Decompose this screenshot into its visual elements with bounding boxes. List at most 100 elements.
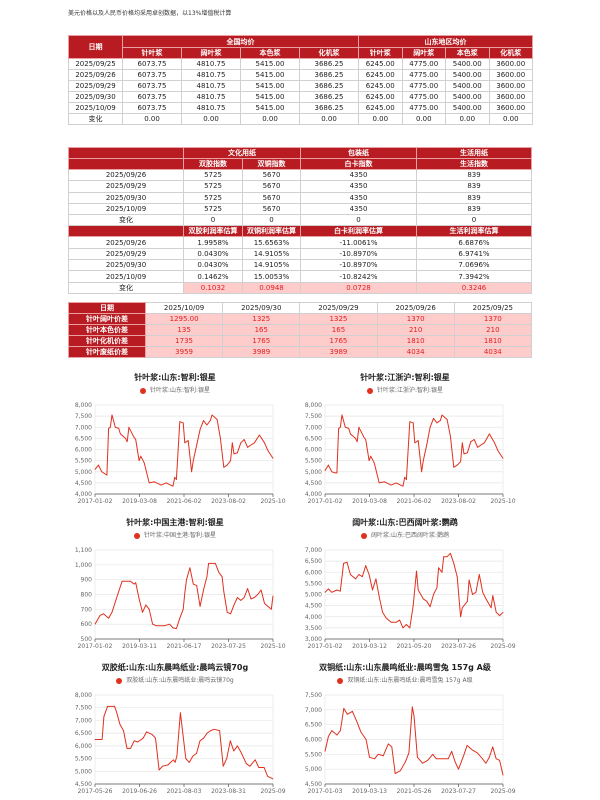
chart-title: 针叶浆:中国主港:智利:银星 [126, 518, 224, 527]
line-chart: 阔叶浆:山东:巴西阔叶浆:鹦鹉 阔叶浆:山东:巴西阔叶浆:鹦鹉 3,000 3,50… [290, 510, 520, 655]
line-chart: 双胶纸:山东:山东晨鸣纸业:晨鸣云镜70g 双胶纸:山东:山东晨鸣纸业:晨鸣云镜… [60, 655, 290, 800]
chart-title: 双铜纸:山东:山东晨鸣纸业:晨鸣雪兔 157g A级 [319, 663, 491, 672]
table-cell: 5670 [242, 191, 301, 204]
table-cell: -10.8242% [300, 270, 417, 283]
data-point [473, 439, 475, 440]
data-point [324, 470, 326, 472]
data-point [140, 455, 142, 457]
table-cell: 5400.00 [445, 80, 490, 92]
data-point [272, 458, 274, 459]
x-tick-label: 2023-07-25 [211, 643, 246, 650]
data-point [477, 446, 478, 448]
table-cell: 变化 [68, 281, 184, 294]
table-cell: 0.00 [358, 113, 403, 125]
legend-marker-icon [360, 532, 367, 539]
table-cell: 3686.25 [299, 102, 359, 114]
x-tick-label: 2023-08-02 [441, 498, 476, 505]
x-tick-label: 2019-03-08 [122, 498, 157, 505]
data-point [482, 758, 483, 760]
data-point [208, 562, 209, 564]
table-cell: 2025/09/29 [68, 180, 184, 193]
data-point [111, 611, 113, 613]
data-point [499, 615, 501, 617]
data-point [450, 435, 451, 437]
data-point [219, 730, 221, 731]
data-point [456, 464, 458, 466]
legend-label: 阔叶浆:山东:巴西阔叶浆:鹦鹉 [370, 532, 450, 539]
table-cell: 839 [416, 180, 532, 193]
y-tick-label: 5,000 [305, 592, 322, 599]
data-point [184, 592, 186, 594]
data-point [135, 582, 137, 584]
table-cell: 15.6563% [242, 236, 301, 249]
y-tick-label: 4,000 [305, 614, 322, 621]
data-point [482, 591, 484, 593]
chart-title: 针叶浆:山东:智利:银星 [134, 373, 216, 382]
data-point [199, 740, 201, 742]
chart-legend[interactable]: 阔叶浆:山东:巴西阔叶浆:鹦鹉 [290, 530, 520, 539]
chart-legend[interactable]: 双铜纸:山东:山东晨鸣纸业:晨鸣雪兔 157g A级 [290, 675, 520, 684]
table-cell: 0.0948 [242, 281, 301, 294]
data-point [101, 739, 103, 740]
data-point [172, 485, 174, 487]
x-tick-label: 2021-06-17 [167, 643, 202, 650]
y-tick-label: 1,000 [75, 562, 92, 569]
data-point [377, 753, 379, 755]
chart-legend[interactable]: 双胶纸:山东:山东晨鸣纸业:晨鸣云镜70g [60, 675, 290, 684]
data-point [411, 706, 413, 708]
data-point [358, 426, 360, 428]
pulp-price-table: 日期 全国均价 山东地区均价 针叶浆 阔叶浆 本色浆 化机浆 针叶浆 阔叶浆 本色浆 化机浆 2025… [68, 35, 533, 125]
table-cell: 3600.00 [488, 58, 533, 70]
data-point [259, 434, 260, 436]
chart-legend[interactable]: 针叶浆:江浙沪:智利:银星 [290, 385, 520, 394]
data-point [446, 419, 448, 420]
row-label: 针叶废纸价差 [68, 346, 146, 358]
data-point [111, 414, 113, 416]
data-point [184, 442, 186, 444]
table-cell: 5400.00 [445, 69, 490, 81]
chart-legend[interactable]: 针叶浆:山东:智利:银星 [60, 385, 290, 394]
table-cell: 4775.00 [401, 91, 446, 103]
data-point [408, 752, 410, 754]
x-tick-label: 2017-01-02 [78, 498, 113, 505]
column-header: 双铜利润率估算 [242, 225, 301, 238]
chart-title: 双胶纸:山东:山东晨鸣纸业:晨鸣云镜70g [101, 663, 249, 672]
table-cell: 0.1462% [183, 270, 243, 283]
data-point [422, 762, 423, 764]
date-column-header: 2025/09/25 [453, 302, 532, 314]
table-cell: 4034 [376, 346, 455, 358]
table-row: 变化 0 0 0 0 [68, 214, 532, 227]
y-tick-label: 6,000 [305, 569, 322, 576]
data-point [176, 755, 178, 757]
table-cell: 0 [416, 214, 532, 227]
table-cell: 2025/09/30 [68, 259, 184, 272]
y-tick-label: 3,500 [305, 625, 322, 632]
data-point [461, 607, 463, 609]
data-point [402, 485, 404, 487]
column-header: 阔叶浆 [181, 47, 241, 59]
series-line [94, 562, 274, 630]
data-point [94, 623, 96, 625]
data-point [441, 414, 443, 416]
data-point [249, 765, 251, 767]
y-tick-label: 4,500 [75, 480, 92, 487]
blank-header [68, 147, 184, 159]
data-point [121, 580, 123, 582]
data-point [257, 594, 259, 595]
y-tick-label: 700 [81, 606, 93, 613]
table-cell: 3686.25 [299, 91, 359, 103]
data-point [351, 710, 353, 712]
table-cell: 5415.00 [240, 69, 300, 81]
table-cell: 135 [144, 324, 224, 336]
data-point [146, 731, 148, 733]
x-tick-label: 2025-10 [490, 498, 515, 505]
data-point [94, 469, 96, 470]
data-point [231, 442, 233, 444]
data-point [148, 482, 150, 484]
data-point [502, 611, 504, 613]
data-point [373, 462, 375, 464]
chart-legend[interactable]: 针叶浆:中国主港:智利:银星 [60, 530, 290, 539]
data-point [429, 426, 431, 428]
data-point [453, 466, 455, 468]
data-point [267, 605, 269, 607]
